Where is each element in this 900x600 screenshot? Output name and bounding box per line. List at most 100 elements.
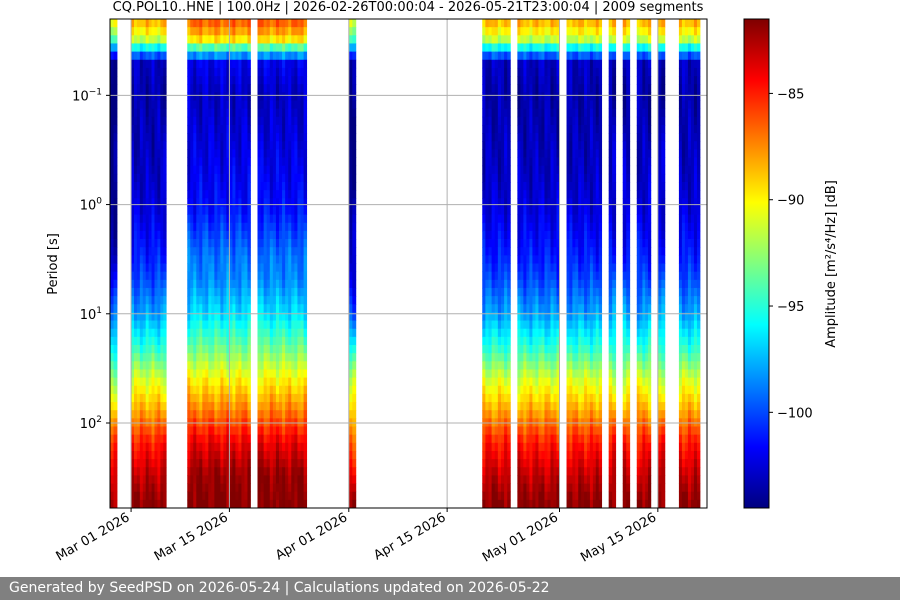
spectrogram-cell: [584, 116, 588, 126]
spectrogram-cell: [566, 206, 570, 215]
spectrogram-cell: [482, 336, 486, 346]
spectrogram-cell: [148, 434, 152, 444]
spectrogram-cell: [566, 279, 570, 289]
spectrogram-cell: [556, 296, 560, 305]
spectrogram-cell: [348, 402, 353, 411]
spectrogram-cell: [148, 271, 152, 281]
spectrogram-cell: [507, 385, 511, 395]
spectrogram-cell: [193, 491, 197, 501]
spectrogram-cell: [488, 410, 493, 419]
spectrogram-cell: [547, 287, 551, 297]
spectrogram-cell: [507, 149, 511, 158]
spectrogram-cell: [193, 369, 197, 378]
spectrogram-cell: [482, 369, 486, 378]
spectrogram-cell: [154, 173, 158, 183]
spectrogram-cell: [257, 157, 261, 167]
spectrogram-cell: [272, 361, 277, 370]
spectrogram-cell: [279, 149, 283, 158]
spectrogram-cell: [244, 149, 248, 158]
spectrogram-cell: [244, 328, 248, 338]
spectrogram-cell: [148, 27, 152, 36]
spectrogram-cell: [566, 59, 570, 69]
spectrogram-cell: [263, 434, 268, 444]
spectrogram-cell: [352, 279, 357, 289]
spectrogram-cell: [136, 263, 141, 273]
spectrogram-cell: [553, 222, 557, 232]
spectrogram-cell: [229, 263, 233, 273]
spectrogram-cell: [575, 149, 579, 158]
spectrogram-cell: [584, 410, 588, 419]
spectrogram-cell: [275, 27, 280, 36]
spectrogram-cell: [575, 230, 579, 240]
spectrogram-cell: [193, 108, 197, 118]
spectrogram-cell: [584, 491, 588, 501]
spectrogram-cell: [488, 116, 493, 126]
spectrogram-cell: [500, 402, 505, 411]
spectrogram-cell: [220, 263, 224, 273]
spectrogram-cell: [497, 271, 502, 281]
spectrogram-cell: [569, 84, 573, 93]
spectrogram-cell: [110, 230, 114, 240]
spectrogram-cell: [199, 214, 203, 224]
spectrogram-cell: [275, 206, 280, 215]
spectrogram-cell: [584, 279, 588, 289]
spectrogram-cell: [145, 483, 150, 493]
spectrogram-cell: [145, 426, 150, 436]
spectrogram-cell: [220, 271, 224, 281]
spectrogram-cell: [157, 377, 161, 387]
spectrogram-cell: [151, 369, 155, 378]
spectrogram-cell: [269, 67, 274, 77]
spectrogram-cell: [257, 353, 261, 362]
spectrogram-cell: [482, 312, 486, 321]
spectrogram-cell: [131, 467, 135, 476]
spectrogram-cell: [517, 165, 521, 175]
spectrogram-cell: [163, 173, 167, 183]
spectrogram-cell: [352, 255, 357, 264]
spectrogram-cell: [223, 239, 227, 248]
spectrogram-cell: [257, 320, 261, 330]
spectrogram-cell: [202, 279, 206, 289]
spectrogram-cell: [352, 76, 357, 85]
spectrogram-cell: [145, 239, 150, 248]
spectrogram-cell: [500, 459, 505, 468]
spectrogram-cell: [113, 222, 118, 232]
spectrogram-cell: [584, 149, 588, 158]
spectrogram-cell: [352, 361, 357, 370]
spectrogram-cell: [294, 426, 298, 436]
spectrogram-cell: [211, 84, 215, 93]
spectrogram-cell: [269, 222, 274, 232]
spectrogram-cell: [154, 402, 158, 411]
spectrogram-cell: [266, 124, 271, 134]
spectrogram-cell: [523, 157, 527, 167]
spectrogram-cell: [566, 450, 570, 460]
spectrogram-cell: [110, 141, 114, 150]
spectrogram-cell: [584, 296, 588, 305]
spectrogram-cell: [497, 239, 502, 248]
spectrogram-cell: [297, 35, 301, 44]
spectrogram-cell: [211, 124, 215, 134]
spectrogram-cell: [134, 385, 138, 395]
spectrogram-cell: [205, 84, 209, 93]
spectrogram-cell: [550, 124, 554, 134]
spectrogram-cell: [269, 385, 274, 395]
spectrogram-cell: [241, 271, 245, 281]
spectrogram-cell: [187, 59, 191, 69]
spectrogram-cell: [581, 353, 585, 362]
spectrogram-cell: [193, 410, 197, 419]
spectrogram-cell: [223, 393, 227, 403]
spectrogram-cell: [532, 499, 536, 508]
spectrogram-cell: [497, 198, 502, 207]
spectrogram-cell: [134, 239, 138, 248]
spectrogram-cell: [199, 84, 203, 93]
spectrogram-cell: [575, 304, 579, 313]
spectrogram-cell: [488, 67, 493, 77]
spectrogram-cell: [145, 328, 150, 338]
spectrogram-cell: [485, 361, 489, 370]
spectrogram-cell: [211, 239, 215, 248]
spectrogram-cell: [556, 312, 560, 321]
spectrogram-cell: [294, 279, 298, 289]
spectrogram-cell: [269, 198, 274, 207]
spectrogram-cell: [238, 328, 242, 338]
spectrogram-cell: [535, 271, 539, 281]
spectrogram-cell: [139, 173, 144, 183]
